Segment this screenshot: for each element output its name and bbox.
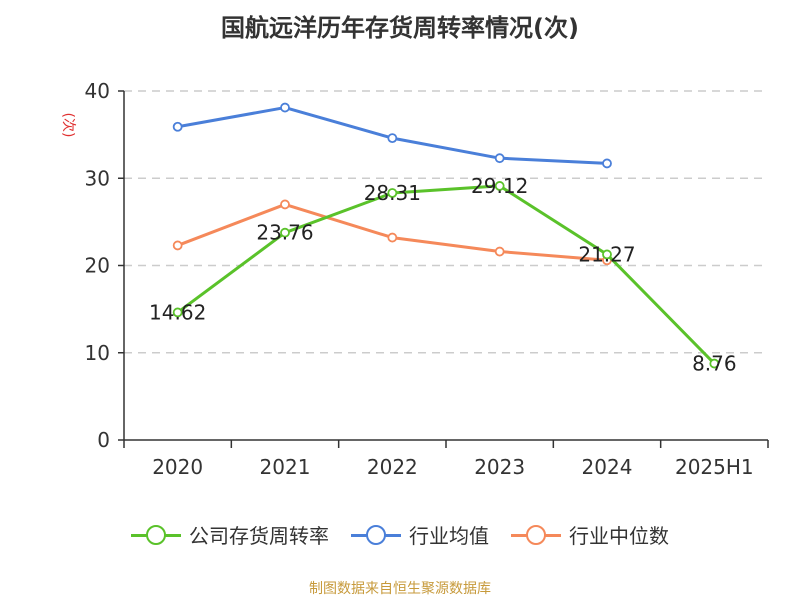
legend-item-industry-mean[interactable]: 行业均值 [351, 520, 489, 549]
data-label: 23.76 [256, 221, 313, 245]
data-point [280, 102, 290, 113]
y-tick-label: 40 [85, 79, 110, 103]
data-point [172, 240, 183, 251]
data-point [280, 199, 290, 210]
data-point [494, 153, 505, 164]
y-axis-label: (次) [60, 113, 76, 138]
data-label: 14.62 [149, 300, 206, 324]
x-tick-label: 2023 [474, 455, 525, 479]
data-label: 28.31 [364, 181, 421, 205]
x-tick-label: 2020 [152, 455, 203, 479]
data-point [387, 232, 398, 243]
series-line [176, 184, 716, 365]
data-point [494, 246, 505, 257]
legend-item-industry-median[interactable]: 行业中位数 [511, 520, 669, 549]
data-point [602, 158, 612, 169]
data-point [602, 249, 612, 260]
data-point [280, 227, 290, 238]
y-tick-label: 10 [85, 341, 110, 365]
legend-label-company: 公司存货周转率 [189, 524, 329, 548]
data-point [494, 181, 505, 191]
source-note: 制图数据来自恒生聚源数据库 [309, 581, 491, 597]
legend-label-industry-mean: 行业均值 [409, 524, 489, 548]
legend-marker-industry-median [511, 524, 561, 545]
data-point [387, 133, 398, 144]
x-tick-label: 2022 [367, 455, 418, 479]
data-point [172, 121, 183, 132]
data-point [387, 188, 398, 198]
chart-title: 国航远洋历年存货周转率情况(次) [221, 14, 579, 42]
legend-item-company[interactable]: 公司存货周转率 [131, 520, 329, 549]
legend-label-industry-median: 行业中位数 [569, 524, 669, 548]
x-tick-label: 2024 [582, 455, 633, 479]
data-label: 29.12 [471, 174, 528, 198]
y-tick-label: 30 [85, 166, 110, 190]
legend-marker-company [131, 524, 181, 545]
legend: 公司存货周转率 行业均值 行业中位数 [0, 520, 800, 549]
y-tick-label: 0 [97, 428, 110, 452]
data-label: 8.76 [692, 352, 737, 376]
y-tick-label: 20 [85, 254, 110, 278]
data-point [172, 307, 183, 318]
legend-marker-industry-mean [351, 524, 401, 545]
data-point [709, 358, 720, 369]
x-tick-label: 2021 [260, 455, 311, 479]
x-tick-label: 2025H1 [675, 455, 754, 479]
data-label: 21.27 [578, 242, 635, 266]
